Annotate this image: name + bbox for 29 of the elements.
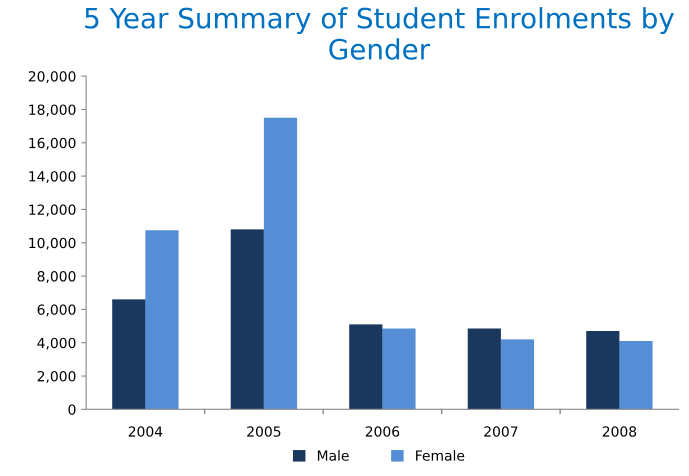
y-tick-label: 14,000 [29,171,76,184]
bar [349,324,382,410]
x-tick-label: 2007 [484,426,518,437]
y-tick-label: 4,000 [37,338,76,350]
x-tick-label: 2006 [366,426,400,437]
y-tick-label: 16,000 [29,138,76,150]
y-tick-label: 0 [68,404,76,415]
x-tick-label: 2005 [247,426,280,437]
bar [145,230,179,410]
legend-label: Male [318,450,349,461]
bar [264,118,298,410]
legend-label: Female [416,450,464,461]
x-tick-label: 2004 [128,426,162,437]
y-tick-label: 18,000 [29,104,76,116]
y-tick-label: 12,000 [29,204,76,216]
bar [500,339,534,410]
bar [619,341,653,410]
y-tick-label: 10,000 [29,238,76,250]
chart-title: 5 Year Summary of Student Enrolments by Gender [85,7,674,60]
y-tick-label: 2,000 [38,371,76,383]
x-tick-label: 2008 [602,426,636,437]
y-tick-label: 20,000 [28,71,76,84]
bar [230,229,264,410]
bar [382,328,416,410]
bar [586,331,620,410]
bar [112,299,146,410]
bar [468,328,501,410]
y-tick-label: 6,000 [38,304,76,316]
y-tick-label: 8,000 [38,271,76,283]
